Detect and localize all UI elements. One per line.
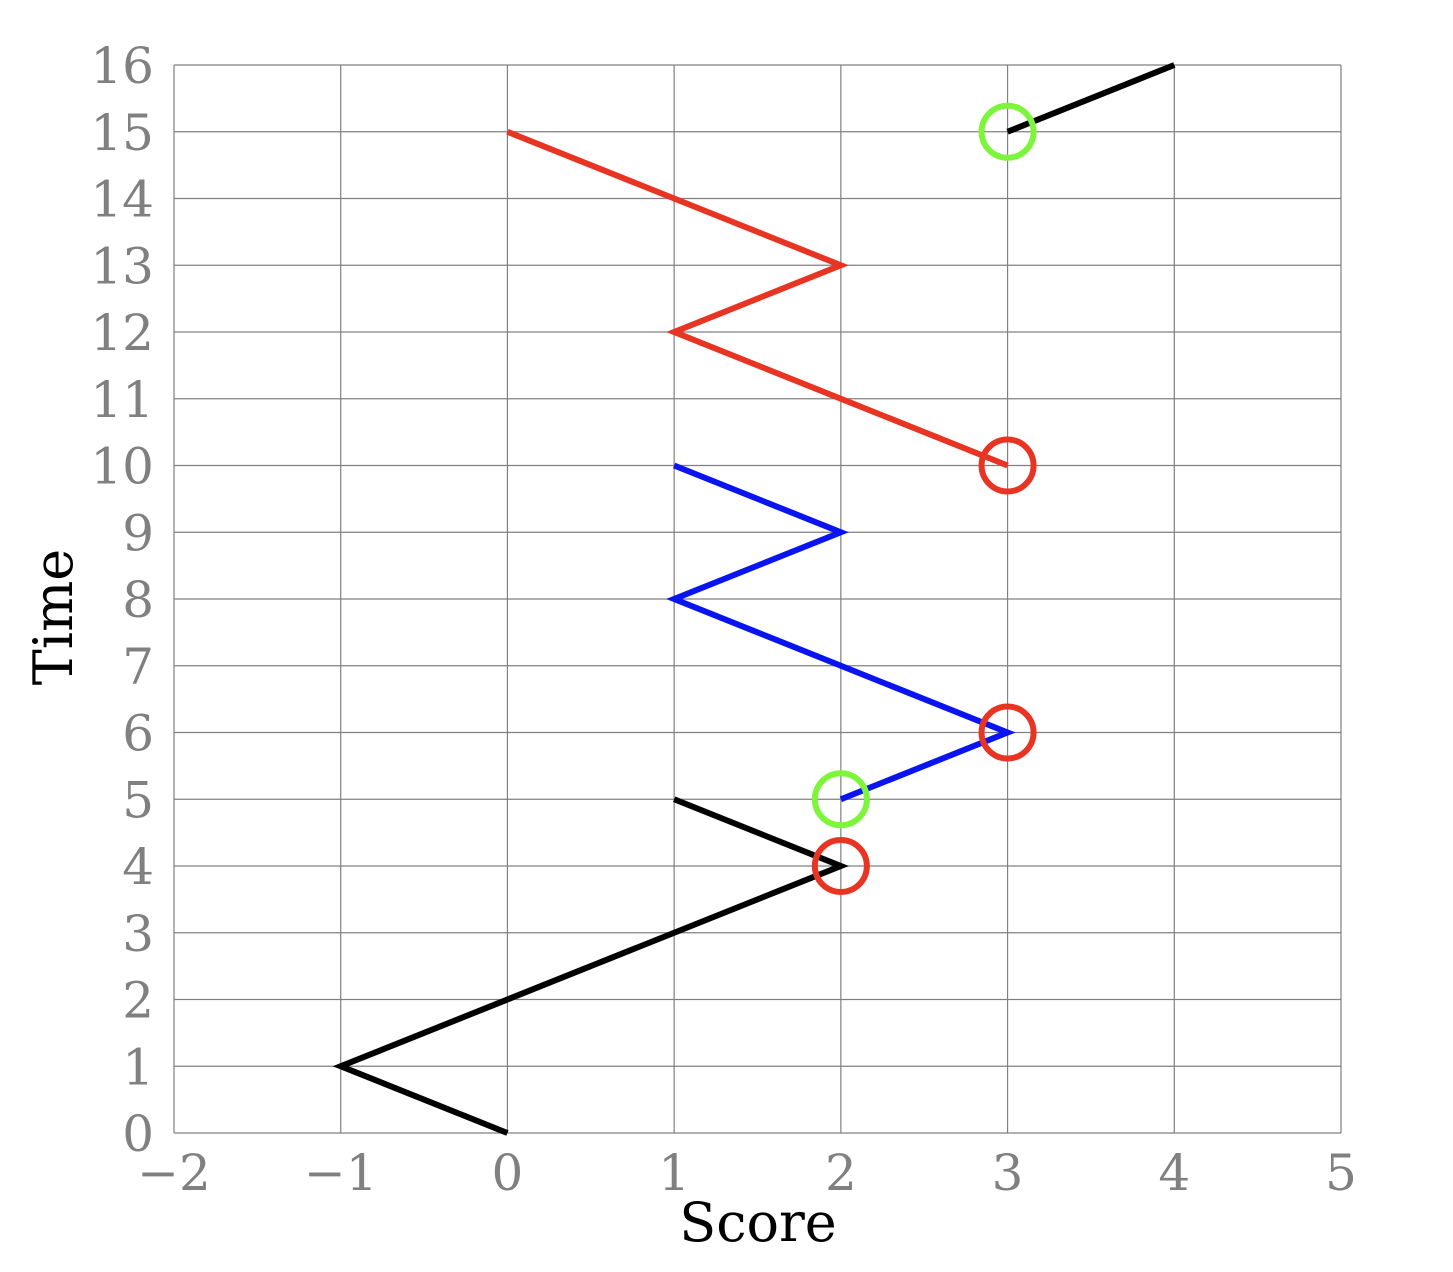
x-tick-label: −2 — [137, 1144, 211, 1202]
marker-group — [811, 102, 1037, 895]
y-tick-label: 2 — [122, 972, 154, 1030]
x-tick-label: 0 — [492, 1144, 524, 1202]
y-tick-label: 6 — [122, 705, 154, 763]
y-tick-label: 0 — [122, 1105, 154, 1163]
y-tick-label: 13 — [90, 237, 154, 295]
y-tick-label: 11 — [90, 371, 154, 429]
circle-marker-3 — [978, 703, 1037, 762]
y-tick-label: 12 — [90, 304, 154, 362]
y-tick-label: 1 — [122, 1038, 154, 1096]
x-tick-label: 1 — [658, 1144, 690, 1202]
x-tick-label: 2 — [825, 1144, 857, 1202]
circle-marker-2 — [811, 770, 870, 829]
x-tick-label: 4 — [1158, 1144, 1190, 1202]
series-line-1 — [332, 796, 849, 1136]
series-line-4 — [1006, 62, 1176, 135]
x-tick-label: 3 — [992, 1144, 1024, 1202]
circle-marker-5 — [978, 102, 1037, 161]
x-tick-label: 5 — [1325, 1144, 1357, 1202]
y-tick-label: 14 — [90, 171, 154, 229]
y-tick-label: 10 — [90, 438, 154, 496]
y-tick-label: 7 — [122, 638, 154, 696]
series-line-3 — [506, 128, 1009, 469]
y-tick-label: 16 — [90, 37, 154, 95]
series-group — [332, 62, 1176, 1136]
y-tick-label: 8 — [122, 571, 154, 629]
circle-marker-4 — [978, 436, 1037, 495]
y-tick-label: 15 — [90, 104, 154, 162]
x-axis-title: Score — [679, 1191, 837, 1254]
x-tick-label: −1 — [304, 1144, 378, 1202]
series-line-2 — [666, 462, 1016, 803]
y-tick-label: 3 — [122, 905, 154, 963]
circle-marker-1 — [811, 837, 870, 895]
y-axis-title: Time — [22, 549, 85, 685]
y-tick-label: 9 — [122, 504, 154, 562]
grid — [173, 64, 1342, 1134]
y-tick-label: 5 — [122, 771, 154, 829]
y-tick-label: 4 — [122, 838, 154, 896]
